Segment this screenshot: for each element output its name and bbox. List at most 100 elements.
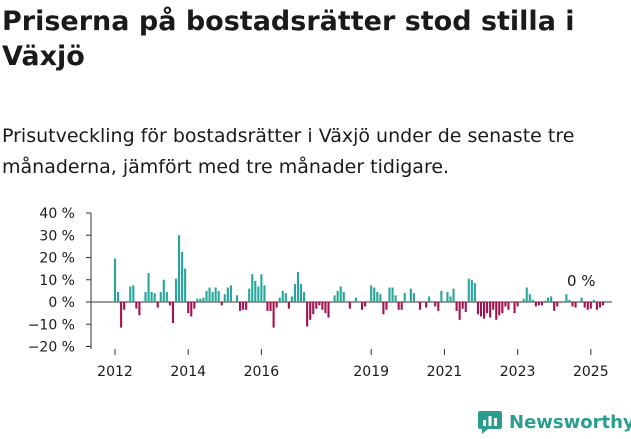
bar xyxy=(565,294,568,302)
bar xyxy=(547,297,550,302)
bar xyxy=(336,290,339,303)
bar xyxy=(531,299,534,302)
bar xyxy=(287,302,290,309)
bar xyxy=(382,302,385,315)
bar xyxy=(187,302,190,314)
bar xyxy=(144,291,147,302)
bar xyxy=(495,302,498,320)
chart-subtitle: Prisutveckling för bostadsrätter i Växjö… xyxy=(2,125,575,178)
bar xyxy=(321,302,324,310)
bar xyxy=(385,302,388,310)
bar xyxy=(309,302,312,320)
bar xyxy=(120,302,123,328)
bar xyxy=(300,284,303,302)
bar xyxy=(388,287,391,302)
bar xyxy=(434,302,437,307)
bar xyxy=(205,290,208,303)
x-tick-label: 2025 xyxy=(573,364,609,380)
bar xyxy=(589,302,592,309)
bar xyxy=(501,302,504,314)
bar xyxy=(251,274,254,302)
bar xyxy=(293,284,296,302)
y-tick-label: 0 % xyxy=(48,295,75,311)
bar xyxy=(574,302,577,308)
bar xyxy=(202,297,205,302)
bar xyxy=(580,297,583,302)
bar xyxy=(254,280,257,302)
bar xyxy=(403,293,406,302)
bar xyxy=(257,286,260,302)
bar xyxy=(595,302,598,310)
bar xyxy=(196,298,199,302)
bar xyxy=(290,296,293,302)
bar xyxy=(269,302,272,311)
bar xyxy=(452,288,455,302)
newsworthy-logo: Newsworthy xyxy=(477,408,631,436)
bar xyxy=(217,290,220,303)
bar xyxy=(339,286,342,302)
bar xyxy=(150,291,153,302)
bar xyxy=(394,295,397,302)
bar xyxy=(263,285,266,302)
bar xyxy=(153,293,156,302)
bar xyxy=(190,302,193,317)
bar xyxy=(601,302,605,306)
bar xyxy=(592,299,595,302)
bar xyxy=(245,302,248,310)
bar xyxy=(528,294,531,302)
bar xyxy=(229,285,232,302)
y-tick-label: −10 % xyxy=(28,317,75,333)
bar xyxy=(278,297,281,302)
bar xyxy=(235,295,239,302)
y-axis: 40 % 30 % 20 % 10 % 0 % −10 % −20 % xyxy=(28,206,92,356)
x-tick-label: 2019 xyxy=(353,364,389,380)
bar xyxy=(476,302,479,315)
bar xyxy=(303,291,306,302)
bar xyxy=(370,285,373,302)
bar xyxy=(162,279,165,302)
bar xyxy=(449,296,452,302)
bar xyxy=(284,293,287,302)
bar xyxy=(397,302,400,310)
bar xyxy=(440,290,443,303)
bar xyxy=(199,298,202,302)
bar xyxy=(544,300,547,302)
bar xyxy=(117,291,120,302)
y-tick-label: 20 % xyxy=(39,251,75,267)
brand-name: Newsworthy xyxy=(509,411,631,433)
bar xyxy=(553,302,556,311)
bar xyxy=(437,302,440,311)
x-tick-label: 2012 xyxy=(97,364,133,380)
bar xyxy=(174,278,178,302)
bar xyxy=(391,287,394,302)
bar xyxy=(412,293,415,302)
bar xyxy=(123,302,126,310)
bar xyxy=(534,302,537,307)
bar xyxy=(364,302,367,307)
bar xyxy=(306,302,309,327)
bar xyxy=(571,302,574,307)
bar xyxy=(242,302,245,310)
bar xyxy=(214,287,217,302)
bar xyxy=(159,291,162,302)
y-tick-label: 10 % xyxy=(39,273,75,289)
bar xyxy=(147,273,150,302)
bars xyxy=(91,235,612,328)
bar xyxy=(168,302,171,306)
bar xyxy=(296,271,300,302)
bar xyxy=(446,291,449,302)
bar xyxy=(513,302,516,314)
bar xyxy=(568,299,571,302)
bar xyxy=(525,287,528,302)
bar xyxy=(324,302,327,314)
bar xyxy=(473,283,476,302)
bar xyxy=(178,235,181,302)
bar xyxy=(507,302,510,310)
bar xyxy=(379,294,382,302)
bar xyxy=(483,302,486,319)
bar xyxy=(208,287,211,302)
bar xyxy=(598,302,601,308)
bar xyxy=(165,291,168,302)
x-tick-label: 2014 xyxy=(170,364,206,380)
bar xyxy=(376,291,379,302)
